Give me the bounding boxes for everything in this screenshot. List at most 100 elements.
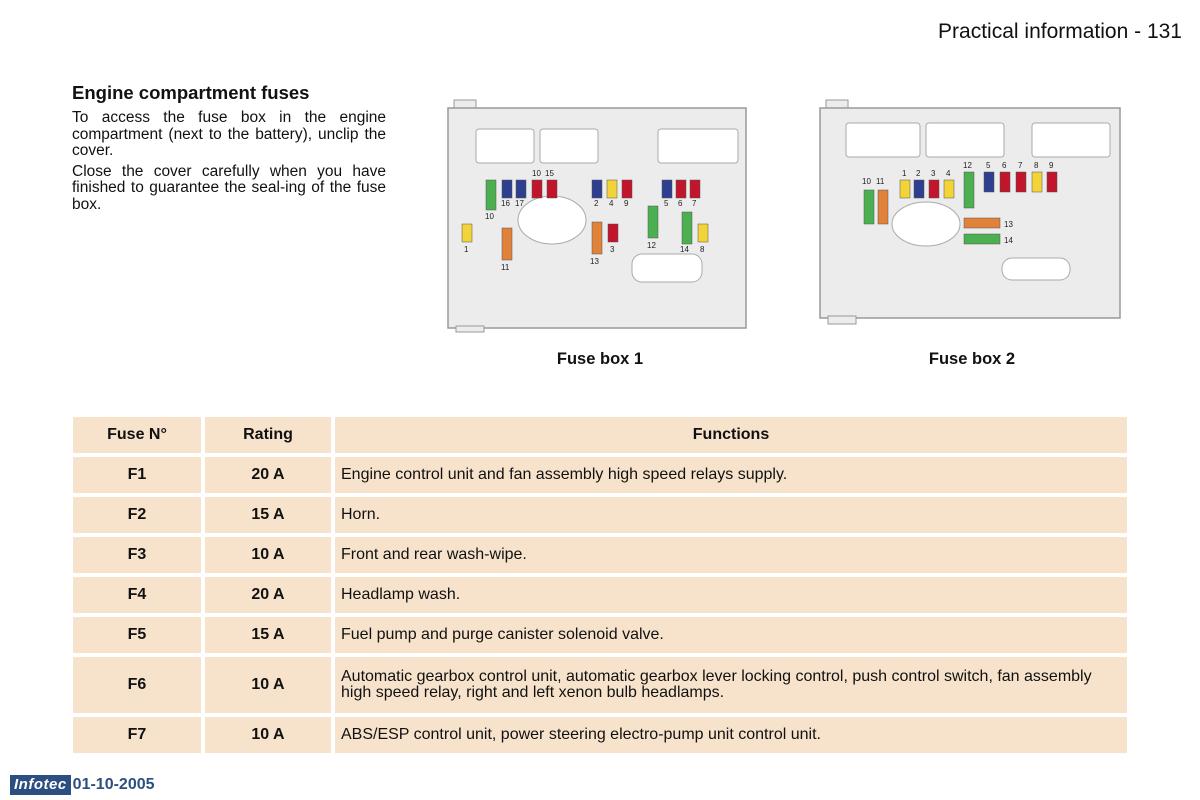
page-header: Practical information - 131: [938, 20, 1182, 43]
svg-text:13: 13: [590, 257, 599, 266]
fuse-9: [621, 179, 633, 199]
svg-text:10: 10: [532, 169, 541, 178]
svg-text:4: 4: [946, 169, 951, 178]
fuse-3: [928, 179, 940, 199]
fuse-rating: 10 A: [205, 537, 331, 573]
table-row: F1 20 A Engine control unit and fan asse…: [73, 457, 1127, 493]
fuse-3: [607, 223, 619, 243]
fuse-rating: 15 A: [205, 617, 331, 653]
fuse-5: [983, 171, 995, 193]
fuse-function: Engine control unit and fan assembly hig…: [335, 457, 1127, 493]
column-header-rating: Rating: [205, 417, 331, 453]
fuse-rating: 15 A: [205, 497, 331, 533]
svg-text:11: 11: [501, 263, 510, 272]
fuse-function: Automatic gearbox control unit, automati…: [335, 657, 1127, 713]
fuse-12: [963, 171, 975, 209]
fuse-13: [591, 221, 603, 255]
fuse-rating: 20 A: [205, 457, 331, 493]
fuse-12: [647, 205, 659, 239]
page-footer: Infotec 01-10-2005: [10, 775, 155, 795]
table-row: F2 15 A Horn.: [73, 497, 1127, 533]
table-row: F5 15 A Fuel pump and purge canister sol…: [73, 617, 1127, 653]
svg-text:1: 1: [464, 245, 469, 254]
svg-text:14: 14: [1004, 236, 1013, 245]
fuse-18: [531, 179, 543, 199]
fuse-1: [461, 223, 473, 243]
svg-text:9: 9: [1049, 161, 1054, 170]
table-row: F7 10 A ABS/ESP control unit, power stee…: [73, 717, 1127, 753]
svg-text:6: 6: [678, 199, 683, 208]
svg-text:12: 12: [963, 161, 972, 170]
svg-text:13: 13: [1004, 220, 1013, 229]
fuse-number: F7: [73, 717, 201, 753]
fuse-number: F6: [73, 657, 201, 713]
svg-text:9: 9: [624, 199, 629, 208]
fuse-16: [501, 179, 513, 199]
svg-text:5: 5: [986, 161, 991, 170]
fuse-5: [661, 179, 673, 199]
fuse-17: [515, 179, 527, 199]
svg-text:2: 2: [594, 199, 599, 208]
fuse-2: [913, 179, 925, 199]
section-heading: Engine compartment fuses: [72, 82, 310, 103]
fuse-10: [863, 189, 875, 225]
fuse-box-2-diagram: 10 11 1 2 3 4 12 5 6 7 8 9 13 14: [819, 99, 1121, 325]
fuse-function: Horn.: [335, 497, 1127, 533]
fuse-function: Front and rear wash-wipe.: [335, 537, 1127, 573]
fuse-7: [689, 179, 701, 199]
table-row: F3 10 A Front and rear wash-wipe.: [73, 537, 1127, 573]
svg-text:3: 3: [931, 169, 936, 178]
fuse-15: [546, 179, 558, 199]
svg-text:8: 8: [1034, 161, 1039, 170]
fuse-6: [675, 179, 687, 199]
svg-text:16: 16: [501, 199, 510, 208]
fuse-6: [999, 171, 1011, 193]
fuse-11: [501, 227, 513, 261]
fuse-function: Fuel pump and purge canister solenoid va…: [335, 617, 1127, 653]
fuse-number: F2: [73, 497, 201, 533]
svg-text:14: 14: [680, 245, 689, 254]
fuse-14: [963, 233, 1001, 245]
svg-text:1: 1: [902, 169, 907, 178]
fuse-8: [1031, 171, 1043, 193]
fuse-number: F4: [73, 577, 201, 613]
table-row: F4 20 A Headlamp wash.: [73, 577, 1127, 613]
fuse-4: [943, 179, 955, 199]
fuse-11: [877, 189, 889, 225]
svg-text:15: 15: [545, 169, 554, 178]
svg-text:7: 7: [692, 199, 697, 208]
svg-text:2: 2: [916, 169, 921, 178]
column-header-functions: Functions: [335, 417, 1127, 453]
fuse-number: F3: [73, 537, 201, 573]
svg-text:7: 7: [1018, 161, 1023, 170]
svg-text:5: 5: [664, 199, 669, 208]
svg-text:6: 6: [1002, 161, 1007, 170]
svg-text:17: 17: [515, 199, 524, 208]
fuse-7: [1015, 171, 1027, 193]
intro-paragraph-1: To access the fuse box in the engine com…: [72, 109, 386, 159]
infotec-logo: Infotec: [10, 775, 71, 795]
fuse-table: Fuse N° Rating Functions F1 20 A Engine …: [69, 413, 1131, 757]
intro-section: Engine compartment fuses To access the f…: [72, 82, 386, 217]
fuse-rating: 10 A: [205, 717, 331, 753]
top-clip: [453, 99, 477, 109]
fuse-box-2-caption: Fuse box 2: [928, 350, 1016, 368]
fuse-4: [606, 179, 618, 199]
intro-paragraph-2: Close the cover carefully when you have …: [72, 162, 386, 213]
fuse-2: [591, 179, 603, 199]
svg-text:12: 12: [647, 241, 656, 250]
fuse-function: Headlamp wash.: [335, 577, 1127, 613]
fuse-13: [963, 217, 1001, 229]
fuse-box-1-diagram: 10 16 17 10 15 2 4 9 5 6 7 1 11 13 3 12 …: [447, 99, 747, 333]
footer-date: 01-10-2005: [72, 776, 155, 793]
fuse-9: [1046, 171, 1058, 193]
fuse-box-1-caption: Fuse box 1: [556, 350, 644, 368]
table-header-row: Fuse N° Rating Functions: [73, 417, 1127, 453]
fuse-14: [681, 211, 693, 245]
fuse-number: F5: [73, 617, 201, 653]
svg-text:10: 10: [862, 177, 871, 186]
svg-text:3: 3: [610, 245, 615, 254]
fuse-10: [485, 179, 497, 211]
fuse-1: [899, 179, 911, 199]
fuse-function: ABS/ESP control unit, power steering ele…: [335, 717, 1127, 753]
